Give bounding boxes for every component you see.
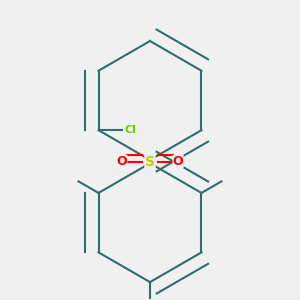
Text: O: O xyxy=(117,155,127,168)
Text: O: O xyxy=(173,155,183,168)
Text: Cl: Cl xyxy=(125,125,137,135)
Text: S: S xyxy=(145,154,155,169)
